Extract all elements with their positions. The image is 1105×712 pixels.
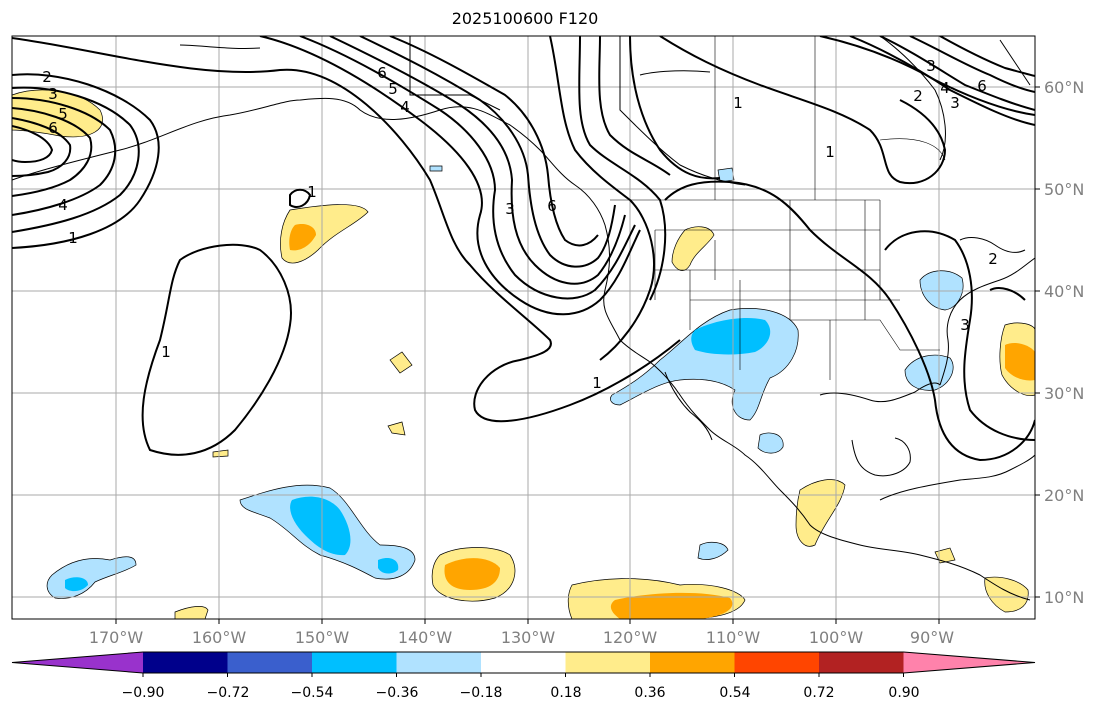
lon-label: 160°W	[192, 628, 247, 647]
colorbar-tick-label: −0.54	[291, 685, 334, 701]
colorbar-tick-label: −0.90	[122, 685, 165, 701]
colorbar-segment	[481, 652, 566, 673]
lat-label: 20°N	[1044, 486, 1084, 505]
colorbar-tick-label: 0.54	[719, 685, 750, 701]
colorbar-tick-label: 0.72	[803, 685, 834, 701]
negative-area	[757, 432, 784, 454]
colorbar-segment	[396, 652, 482, 673]
lon-ticks	[115, 619, 940, 624]
lat-labels: 60°N 50°N 40°N 30°N 20°N 10°N	[1044, 78, 1084, 607]
contour-label: 3	[960, 316, 970, 334]
colorbar-segment	[565, 652, 651, 673]
positive-area	[387, 421, 406, 436]
contour-label: 1	[592, 374, 602, 392]
contour-label: 1	[161, 343, 171, 361]
negative-area	[697, 541, 729, 560]
contour-label: 2	[42, 68, 52, 86]
contour-label: 4	[940, 79, 950, 97]
positive-area	[984, 576, 1029, 613]
negative-area	[691, 318, 771, 355]
contour-label: 6	[377, 64, 387, 82]
contour-label: 4	[400, 98, 410, 116]
colorbar-segment	[312, 652, 397, 673]
lon-label: 100°W	[809, 628, 864, 647]
positive-area	[212, 449, 229, 458]
colorbar-segment	[227, 652, 313, 673]
positive-area	[444, 558, 500, 590]
contour-label: 5	[58, 105, 68, 123]
negative-area	[919, 270, 964, 311]
colorbar-segment	[143, 652, 228, 673]
contour-label: 6	[977, 77, 987, 95]
negative-area	[429, 165, 443, 172]
lat-label: 60°N	[1044, 78, 1084, 97]
positive-area	[1005, 342, 1035, 381]
colorbar-tick-label: −0.72	[207, 685, 250, 701]
lon-label: 170°W	[89, 628, 144, 647]
contour-label: 3	[926, 57, 936, 75]
contour-labels: 2 3 5 6 4 1 1 1 6 5 4 3 6 1 1 1 3 2 3 4 …	[42, 57, 998, 392]
contour-label: 2	[913, 87, 923, 105]
map-frame	[11, 35, 1036, 620]
lon-label: 130°W	[501, 628, 556, 647]
positive-area	[389, 351, 413, 374]
contour-label: 1	[68, 229, 78, 247]
negative-area	[46, 556, 137, 599]
lon-labels: 170°W 160°W 150°W 140°W 130°W 120°W 110°…	[89, 628, 954, 647]
contour-label: 1	[307, 183, 317, 201]
lon-label: 110°W	[706, 628, 761, 647]
lat-label: 10°N	[1044, 588, 1084, 607]
colorbar	[11, 651, 1036, 677]
contour-label: 5	[388, 80, 398, 98]
chart-title: 2025100600 F120	[451, 9, 599, 28]
contour-label: 1	[733, 94, 743, 112]
negative-area	[290, 496, 351, 556]
colorbar-segment	[12, 652, 143, 673]
contour-label: 6	[48, 119, 58, 137]
contour-label: 4	[58, 196, 68, 214]
contour-label: 1	[825, 143, 835, 161]
graticule	[12, 36, 1035, 619]
lon-label: 90°W	[910, 628, 954, 647]
negative-area	[610, 308, 799, 421]
positive-area	[289, 224, 316, 251]
positive-area	[610, 592, 733, 619]
lon-label: 120°W	[603, 628, 658, 647]
contour-label: 3	[505, 200, 515, 218]
colorbar-tick-label: 0.18	[550, 685, 581, 701]
lat-label: 50°N	[1044, 180, 1084, 199]
lat-ticks	[1035, 86, 1040, 598]
colorbar-segment	[903, 652, 1035, 673]
positive-area	[671, 226, 715, 271]
colorbar-segment	[819, 652, 904, 673]
colorbar-segment	[650, 652, 735, 673]
colorbar-tick-label: −0.18	[460, 685, 503, 701]
contour-label: 6	[547, 197, 557, 215]
colorbar-labels: −0.90 −0.72 −0.54 −0.36 −0.18 0.18 0.36 …	[122, 685, 920, 701]
contour-label: 3	[950, 94, 960, 112]
positive-area	[934, 547, 956, 564]
anomaly-shading	[12, 89, 1035, 619]
lon-label: 150°W	[295, 628, 350, 647]
colorbar-tick-label: 0.90	[888, 685, 919, 701]
colorbar-tick-label: −0.36	[376, 685, 419, 701]
negative-area	[904, 354, 954, 391]
colorbar-tick-label: 0.36	[634, 685, 665, 701]
lon-label: 140°W	[398, 628, 453, 647]
positive-area	[795, 479, 846, 547]
colorbar-segment	[734, 652, 820, 673]
negative-area	[65, 577, 88, 592]
positive-area	[174, 606, 209, 619]
negative-area	[378, 558, 399, 574]
lat-label: 40°N	[1044, 282, 1084, 301]
lat-label: 30°N	[1044, 384, 1084, 403]
contour-label: 3	[48, 85, 58, 103]
contour-label: 2	[988, 250, 998, 268]
contour-lines	[12, 36, 1035, 462]
